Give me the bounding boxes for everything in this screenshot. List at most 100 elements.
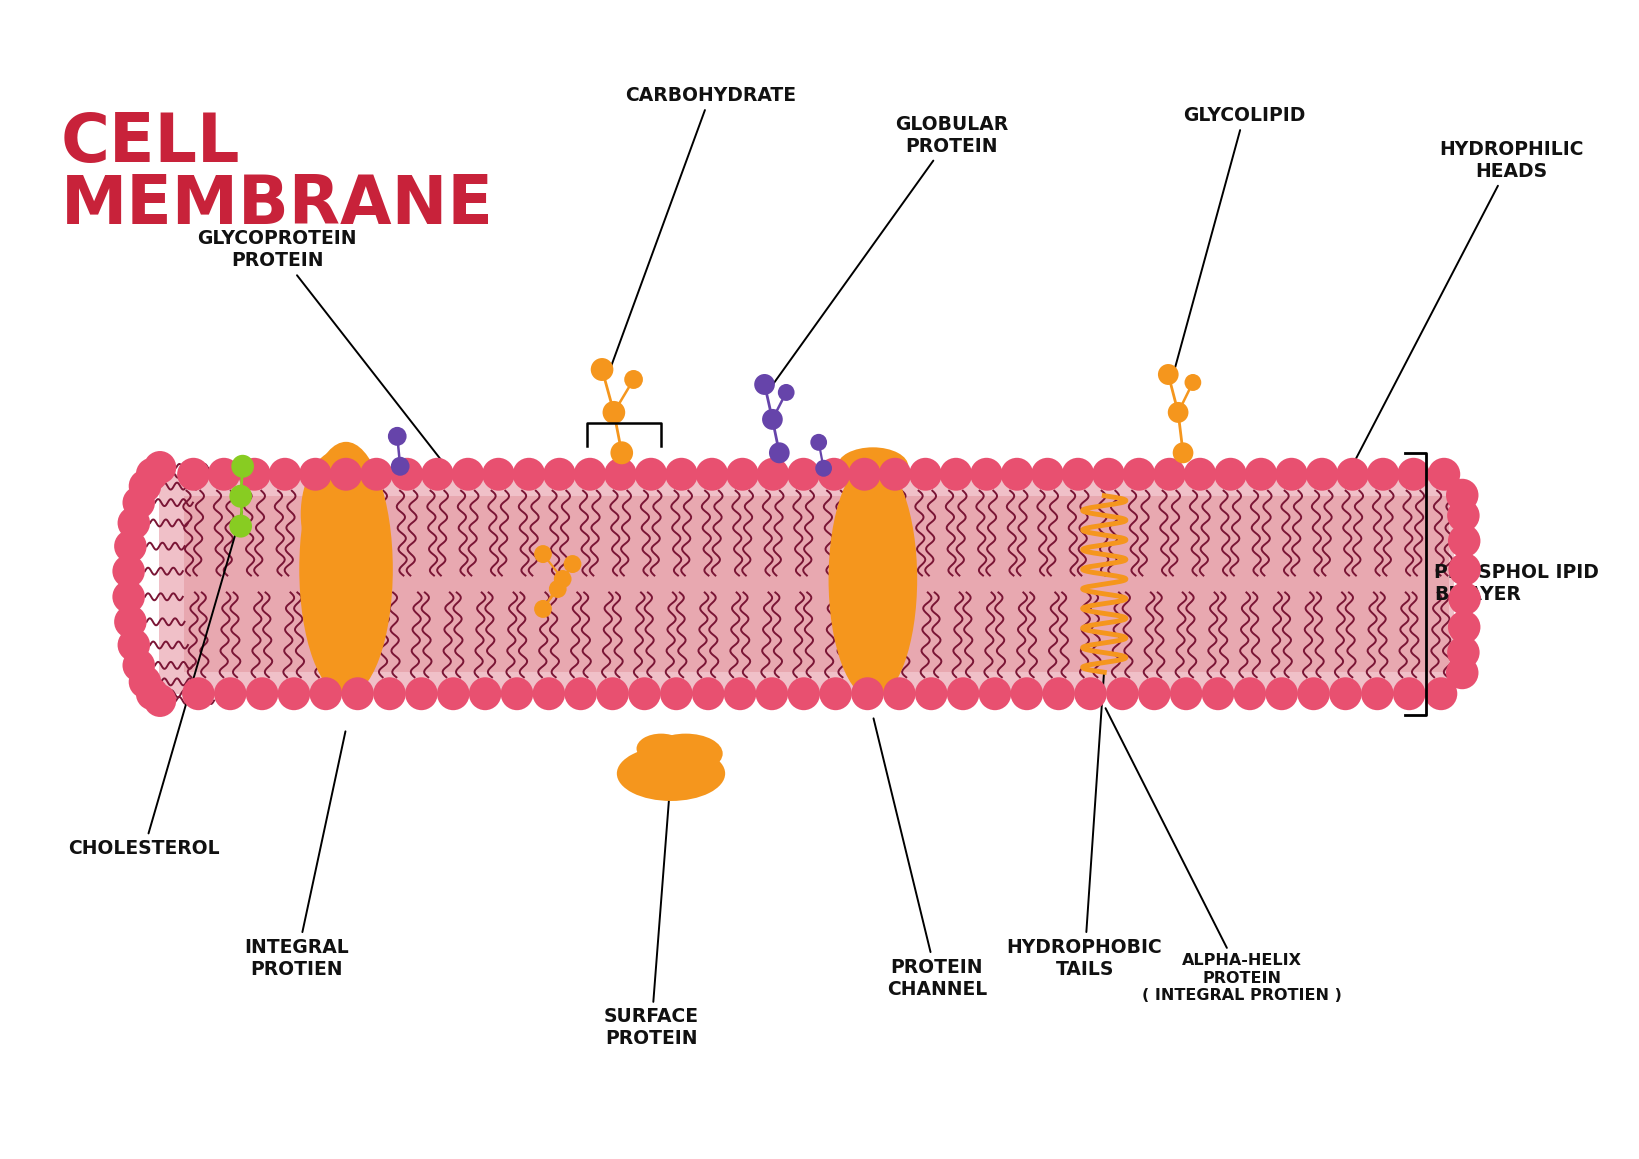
Circle shape <box>820 677 852 710</box>
Circle shape <box>1396 458 1429 490</box>
Circle shape <box>915 677 947 710</box>
Circle shape <box>129 665 161 699</box>
Circle shape <box>1446 479 1478 511</box>
Circle shape <box>438 677 469 710</box>
Circle shape <box>756 677 788 710</box>
Circle shape <box>779 384 795 401</box>
Circle shape <box>879 458 911 490</box>
Circle shape <box>1449 553 1482 585</box>
Circle shape <box>341 677 374 710</box>
Circle shape <box>1011 677 1042 710</box>
Circle shape <box>115 605 146 639</box>
Circle shape <box>543 458 575 490</box>
Circle shape <box>144 451 177 484</box>
Circle shape <box>883 677 916 710</box>
Circle shape <box>390 457 410 475</box>
Circle shape <box>1092 458 1124 490</box>
Circle shape <box>564 555 582 573</box>
Circle shape <box>603 401 624 424</box>
Circle shape <box>452 458 484 490</box>
Circle shape <box>1298 677 1329 710</box>
Circle shape <box>1367 458 1400 490</box>
Circle shape <box>1062 458 1095 490</box>
Circle shape <box>534 545 552 563</box>
Circle shape <box>229 515 252 538</box>
Circle shape <box>624 370 642 389</box>
Circle shape <box>136 677 169 710</box>
Circle shape <box>231 454 254 478</box>
Circle shape <box>469 677 502 710</box>
Circle shape <box>610 442 633 465</box>
Circle shape <box>533 677 565 710</box>
Ellipse shape <box>829 459 918 699</box>
Ellipse shape <box>649 734 723 773</box>
Text: INTEGRAL
PROTIEN: INTEGRAL PROTIEN <box>244 731 349 978</box>
Circle shape <box>1185 374 1201 391</box>
Circle shape <box>1214 458 1247 490</box>
Circle shape <box>1447 500 1480 532</box>
Circle shape <box>238 458 270 490</box>
Circle shape <box>405 677 438 710</box>
Circle shape <box>502 677 533 710</box>
Text: CARBOHYDRATE: CARBOHYDRATE <box>611 86 797 367</box>
Polygon shape <box>184 496 1449 672</box>
Circle shape <box>1424 677 1457 710</box>
Circle shape <box>482 458 515 490</box>
Circle shape <box>123 486 156 519</box>
Circle shape <box>215 677 246 710</box>
Circle shape <box>1244 458 1277 490</box>
Circle shape <box>754 374 775 395</box>
Circle shape <box>1157 364 1178 385</box>
Circle shape <box>549 580 567 598</box>
Circle shape <box>118 628 151 662</box>
Text: PROTEIN
CHANNEL: PROTEIN CHANNEL <box>874 719 987 999</box>
Circle shape <box>123 649 156 681</box>
Circle shape <box>246 677 279 710</box>
Circle shape <box>115 530 146 562</box>
Ellipse shape <box>834 479 911 599</box>
Circle shape <box>1106 677 1139 710</box>
Circle shape <box>1174 443 1193 464</box>
Circle shape <box>310 677 343 710</box>
Circle shape <box>564 677 597 710</box>
Circle shape <box>1031 458 1064 490</box>
Polygon shape <box>159 474 1454 694</box>
Circle shape <box>726 458 759 490</box>
Text: GLYCOPROTEIN
PROTEIN: GLYCOPROTEIN PROTEIN <box>197 229 443 462</box>
Text: PROSPHOL IPID
BILAYER: PROSPHOL IPID BILAYER <box>1434 563 1600 605</box>
Circle shape <box>1447 636 1480 669</box>
Circle shape <box>118 506 151 539</box>
Text: HYDROPHILIC
HEADS: HYDROPHILIC HEADS <box>1352 139 1583 467</box>
Circle shape <box>329 458 362 490</box>
Circle shape <box>1329 677 1362 710</box>
Circle shape <box>1201 677 1234 710</box>
Text: GLOBULAR
PROTEIN: GLOBULAR PROTEIN <box>774 115 1008 384</box>
Circle shape <box>277 677 310 710</box>
Ellipse shape <box>300 450 382 580</box>
Circle shape <box>1001 458 1033 490</box>
Circle shape <box>787 677 820 710</box>
Circle shape <box>597 677 629 710</box>
Circle shape <box>1234 677 1265 710</box>
Circle shape <box>388 427 406 446</box>
Circle shape <box>421 458 454 490</box>
Circle shape <box>1447 611 1480 643</box>
Circle shape <box>136 458 169 490</box>
Ellipse shape <box>838 447 908 486</box>
Circle shape <box>634 458 667 490</box>
Circle shape <box>1154 458 1185 490</box>
Circle shape <box>724 677 756 710</box>
Text: CELL
MEMBRANE: CELL MEMBRANE <box>61 110 493 238</box>
Circle shape <box>144 684 177 717</box>
Circle shape <box>269 458 302 490</box>
Circle shape <box>177 458 210 490</box>
Circle shape <box>695 458 728 490</box>
Circle shape <box>764 411 780 428</box>
Circle shape <box>762 409 783 430</box>
Circle shape <box>605 403 623 422</box>
Ellipse shape <box>616 746 724 801</box>
Circle shape <box>1306 458 1337 490</box>
Circle shape <box>1447 524 1480 557</box>
Circle shape <box>374 677 406 710</box>
Circle shape <box>1170 404 1187 421</box>
